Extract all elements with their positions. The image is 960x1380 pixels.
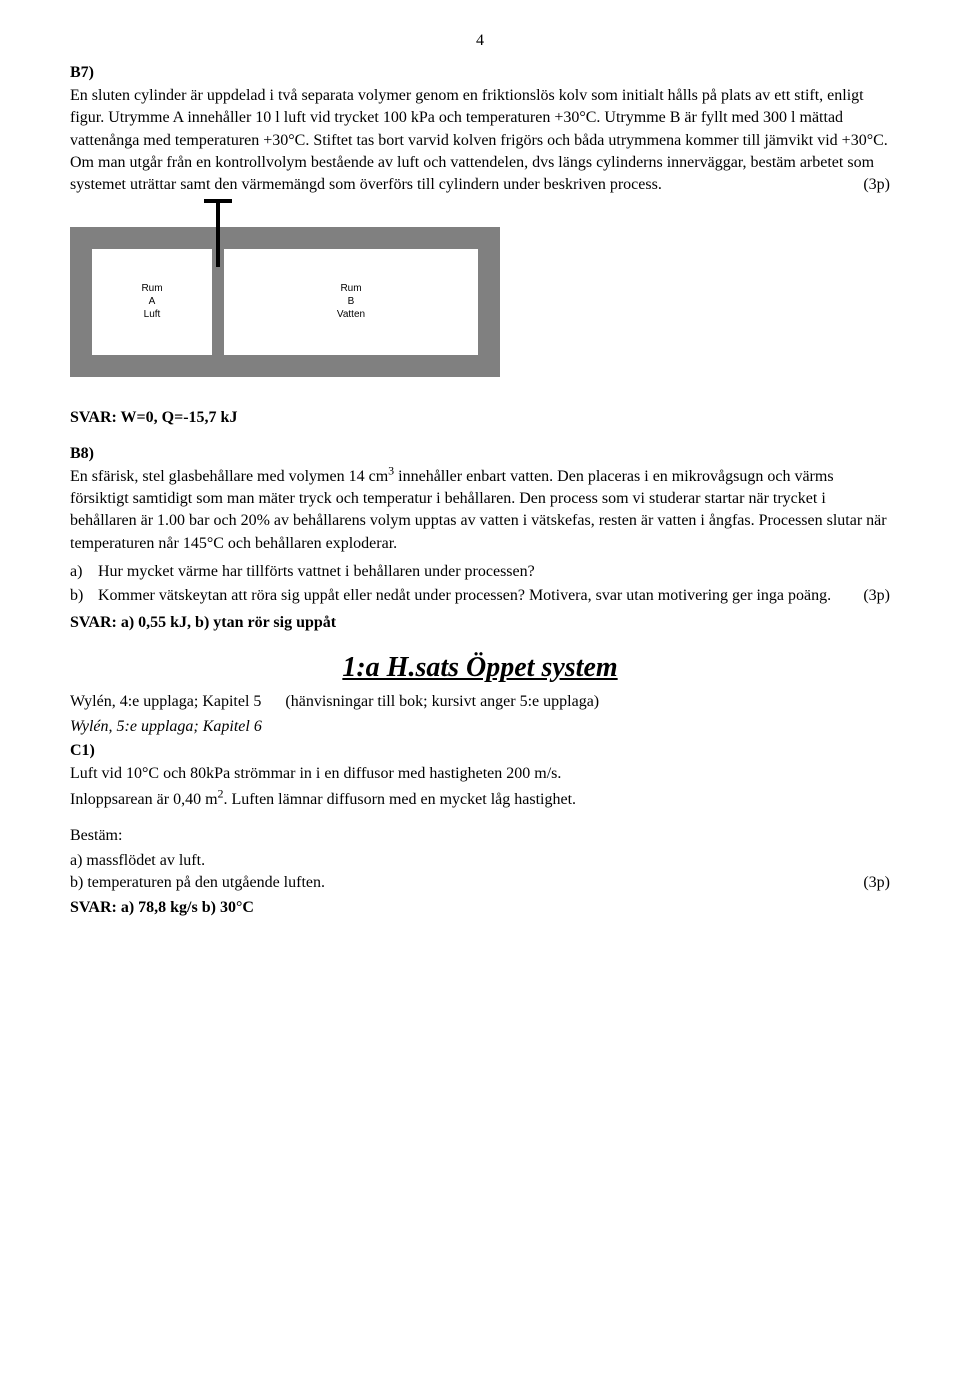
c1-para2-suffix: . Luften lämnar diffusorn med en mycket … (224, 791, 577, 808)
b8-item-b: b) Kommer vätskeytan att röra sig uppåt … (70, 585, 890, 607)
room-a-content: Luft (144, 308, 161, 321)
question-b8-label: B8) (70, 443, 890, 465)
cylinder-inner: Rum A Luft Rum B Vatten (92, 249, 478, 355)
b8-answer: SVAR: a) 0,55 kJ, b) ytan rör sig uppåt (70, 612, 890, 634)
page-number: 4 (70, 30, 890, 52)
ref1-left: Wylén, 4:e upplaga; Kapitel 5 (70, 693, 261, 710)
room-b-letter: B (348, 295, 355, 308)
room-a-title: Rum (141, 282, 162, 295)
room-a-letter: A (149, 295, 156, 308)
c1-answer: SVAR: a) 78,8 kg/s b) 30°C (70, 897, 890, 919)
cylinder-shell: Rum A Luft Rum B Vatten (70, 227, 500, 377)
b8-b-text-span: Kommer vätskeytan att röra sig uppåt ell… (98, 587, 831, 604)
section-heading: 1:a H.sats Öppet system (70, 648, 890, 687)
b8-a-text: Hur mycket värme har tillförts vattnet i… (98, 561, 890, 583)
question-b7-label: B7) (70, 62, 890, 84)
b8-b-marker: b) (70, 585, 98, 607)
question-b8-text: En sfärisk, stel glasbehållare med volym… (70, 466, 890, 556)
c1-para2: Inloppsarean är 0,40 m2. Luften lämnar d… (70, 789, 890, 811)
room-a: Rum A Luft (92, 249, 212, 355)
c1-bestam: Bestäm: (70, 825, 890, 847)
c1-para2-prefix: Inloppsarean är 0,40 m (70, 791, 218, 808)
pin-cap (204, 199, 232, 203)
b8-item-a: a) Hur mycket värme har tillförts vattne… (70, 561, 890, 583)
c1-para1: Luft vid 10°C och 80kPa strömmar in i en… (70, 763, 890, 785)
ref-line-1: Wylén, 4:e upplaga; Kapitel 5 (hänvisnin… (70, 691, 890, 713)
b8-b-text: Kommer vätskeytan att röra sig uppåt ell… (98, 585, 890, 607)
room-b-content: Vatten (337, 308, 365, 321)
piston (212, 249, 224, 355)
room-b-title: Rum (340, 282, 361, 295)
ref1-right: (hänvisningar till bok; kursivt anger 5:… (285, 693, 599, 710)
b8-list: a) Hur mycket värme har tillförts vattne… (70, 561, 890, 608)
b8-a-marker: a) (70, 561, 98, 583)
c1-item-a: a) massflödet av luft. (70, 850, 890, 872)
b8-para-prefix: En sfärisk, stel glasbehållare med volym… (70, 468, 388, 485)
c1-item-b-row: b) temperaturen på den utgående luften. … (70, 872, 890, 894)
question-b7-text: En sluten cylinder är uppdelad i två sep… (70, 85, 890, 197)
question-c1-label: C1) (70, 742, 95, 759)
b7-diagram: Rum A Luft Rum B Vatten (70, 227, 890, 377)
ref-line-2: Wylén, 5:e upplaga; Kapitel 6 (70, 716, 890, 738)
b7-paragraph: En sluten cylinder är uppdelad i två sep… (70, 87, 888, 194)
room-b: Rum B Vatten (224, 249, 478, 355)
pin-rod (216, 201, 220, 267)
b8-points: (3p) (863, 585, 890, 607)
c1-points: (3p) (863, 872, 890, 894)
c1-item-b: b) temperaturen på den utgående luften. (70, 874, 325, 891)
b7-answer: SVAR: W=0, Q=-15,7 kJ (70, 407, 890, 429)
b7-points: (3p) (863, 174, 890, 196)
